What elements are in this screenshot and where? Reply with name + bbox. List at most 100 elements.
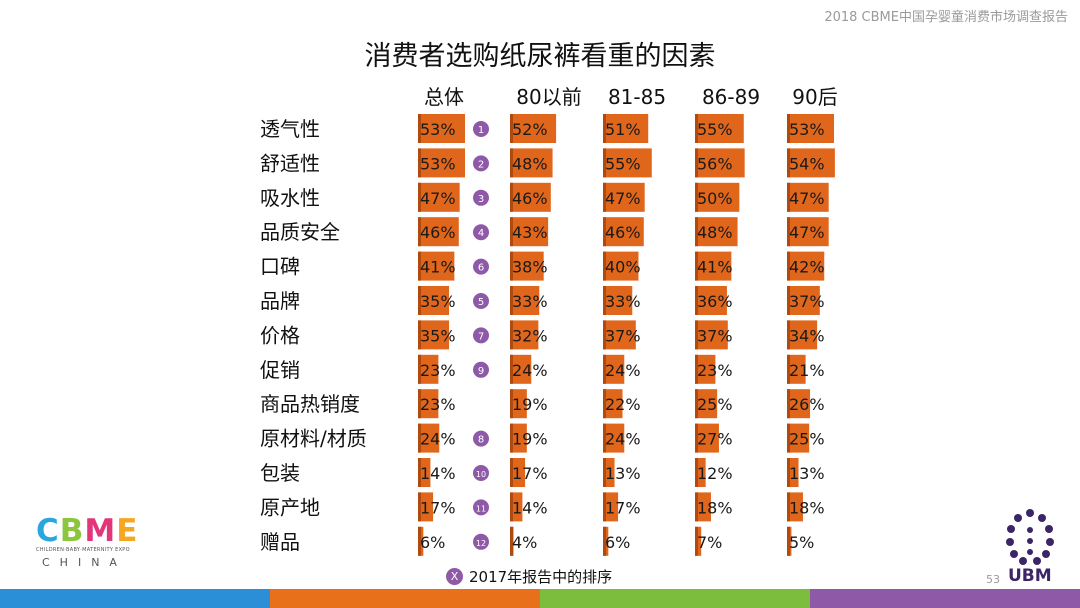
- data-label: 47%: [789, 189, 825, 208]
- bar: [510, 251, 544, 281]
- data-label: 52%: [512, 120, 548, 139]
- bar-edge: [603, 182, 606, 212]
- bar-edge: [695, 182, 698, 212]
- bar-edge: [510, 217, 513, 247]
- bar: [510, 492, 523, 522]
- bar: [603, 492, 619, 522]
- data-label: 56%: [697, 154, 733, 173]
- bar-edge: [787, 286, 790, 315]
- cbme-letter-m: M: [84, 513, 116, 549]
- bar-edge: [787, 182, 790, 212]
- data-label: 14%: [512, 498, 548, 517]
- bar: [510, 354, 532, 384]
- rank-badge-icon: [473, 533, 489, 550]
- rank-badge-icon: [473, 224, 489, 241]
- bar-edge: [510, 320, 513, 350]
- data-label: 17%: [605, 498, 641, 517]
- rank-badge-icon: [473, 465, 489, 481]
- ubm-dot: [1042, 550, 1050, 558]
- rank-badge-icon: [473, 293, 489, 309]
- bar: [787, 251, 825, 281]
- bar-edge: [510, 148, 513, 178]
- bottom-color-band: [0, 589, 1080, 608]
- bar: [418, 286, 450, 315]
- bar-edge: [603, 423, 606, 453]
- data-label: 53%: [420, 154, 456, 173]
- bar: [603, 320, 636, 350]
- bar: [510, 458, 526, 487]
- ubm-dots-icon: [1006, 509, 1054, 565]
- bar-edge: [695, 320, 698, 350]
- data-label: 24%: [605, 430, 641, 449]
- data-label: 23%: [420, 361, 456, 380]
- bar: [418, 354, 439, 384]
- bar: [787, 423, 810, 453]
- bar-edge: [787, 251, 790, 281]
- category-label: 透气性: [260, 117, 320, 141]
- bar-edge: [603, 286, 606, 315]
- cbme-letter-e: E: [116, 513, 138, 549]
- bar-edge: [603, 320, 606, 350]
- data-label: 24%: [605, 361, 641, 380]
- bar-edge: [695, 286, 698, 315]
- data-label: 5%: [789, 533, 814, 552]
- bar-edge: [787, 458, 790, 487]
- bar: [418, 148, 465, 178]
- bar: [787, 458, 799, 487]
- ubm-dot: [1027, 538, 1033, 544]
- page-number: 53: [986, 573, 1000, 586]
- bar: [510, 148, 553, 178]
- bar: [418, 217, 459, 247]
- data-label: 50%: [697, 189, 733, 208]
- bar: [418, 114, 465, 143]
- bar-edge: [510, 526, 513, 556]
- bar-edge: [418, 148, 421, 178]
- data-label: 19%: [512, 395, 548, 414]
- data-label: 19%: [512, 430, 548, 449]
- category-label: 赠品: [260, 530, 300, 554]
- data-label: 6%: [420, 533, 445, 552]
- bar: [603, 458, 615, 487]
- ubm-dot: [1014, 514, 1022, 522]
- rank-badge-label: 1: [478, 125, 484, 136]
- category-label: 品牌: [260, 289, 300, 313]
- bar-edge: [418, 217, 421, 247]
- rank-badge-label: 9: [478, 366, 484, 377]
- category-label: 包装: [260, 461, 300, 485]
- bar: [695, 423, 719, 453]
- bar-edge: [418, 320, 421, 350]
- bar: [787, 389, 811, 419]
- category-label: 商品热销度: [260, 392, 360, 416]
- data-label: 17%: [512, 464, 548, 483]
- data-label: 35%: [420, 292, 456, 311]
- category-label: 吸水性: [260, 186, 320, 210]
- data-label: 12%: [697, 464, 733, 483]
- bar: [418, 320, 450, 350]
- rank-badge-icon: [473, 430, 489, 447]
- bar: [695, 217, 738, 247]
- data-label: 41%: [420, 258, 456, 277]
- bar: [418, 251, 455, 281]
- bar: [787, 114, 834, 143]
- data-label: 46%: [420, 223, 456, 242]
- data-label: 48%: [512, 154, 548, 173]
- bar: [787, 148, 835, 178]
- data-label: 53%: [789, 120, 825, 139]
- rank-badge-icon: [473, 155, 489, 172]
- bar-edge: [510, 389, 513, 419]
- data-label: 6%: [605, 533, 630, 552]
- data-label: 37%: [789, 292, 825, 311]
- bar-edge: [510, 114, 513, 143]
- bar-edge: [510, 458, 513, 487]
- data-label: 41%: [697, 258, 733, 277]
- data-label: 23%: [420, 395, 456, 414]
- bar-edge: [603, 217, 606, 247]
- bar: [418, 389, 439, 419]
- bar: [603, 389, 623, 419]
- data-label: 21%: [789, 361, 825, 380]
- bar-edge: [695, 354, 698, 384]
- ubm-dot: [1010, 550, 1018, 558]
- bar: [510, 182, 551, 212]
- data-label: 55%: [697, 120, 733, 139]
- bar-edge: [695, 526, 698, 556]
